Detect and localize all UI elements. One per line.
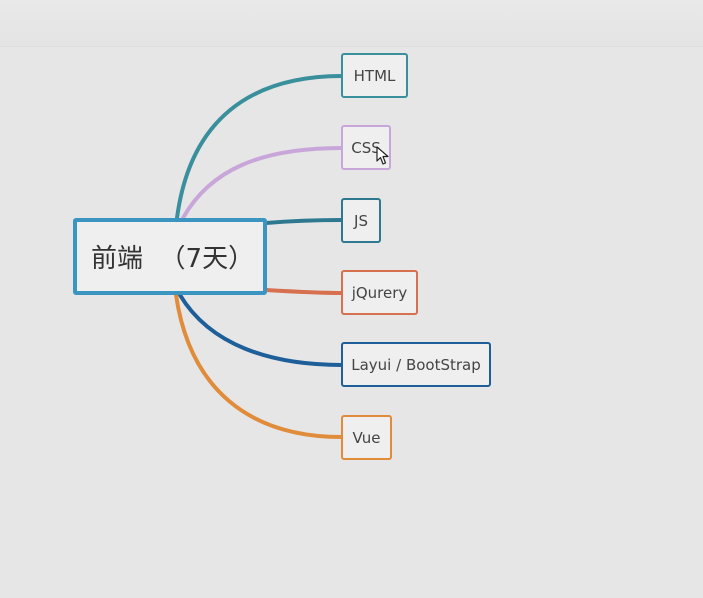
toolbar-area [0, 0, 703, 47]
node-jquery[interactable]: jQurery [341, 270, 418, 315]
edge-js [264, 218, 344, 225]
edge-css [181, 146, 344, 220]
edge-jquery [264, 288, 344, 295]
node-vue[interactable]: Vue [341, 415, 392, 460]
node-js[interactable]: JS [341, 198, 381, 243]
edge-vue [174, 293, 344, 439]
root-topic[interactable]: 前端 （7天） [73, 218, 267, 295]
node-html[interactable]: HTML [341, 53, 408, 98]
edge-html [175, 74, 344, 220]
mouse-pointer-icon [376, 146, 389, 165]
edge-layui-bootstrap [178, 293, 344, 367]
node-layui-bootstrap[interactable]: Layui / BootStrap [341, 342, 491, 387]
